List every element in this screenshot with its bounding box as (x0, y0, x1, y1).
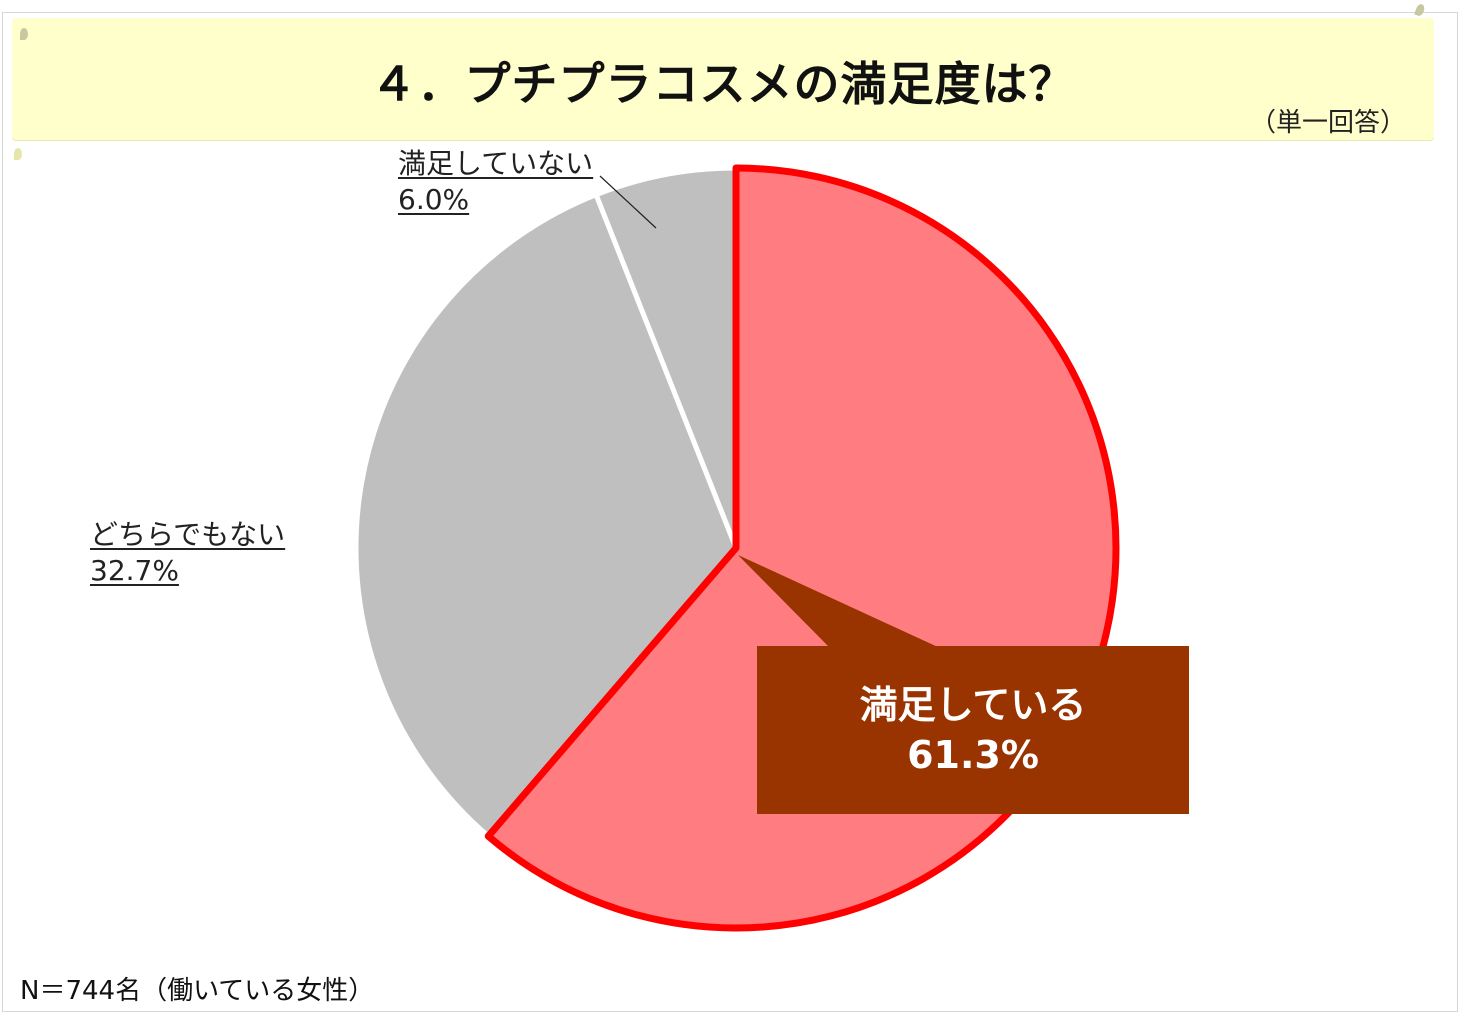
data-label-not-satisfied: 満足していない 6.0% (398, 146, 593, 218)
slice-label-text: どちらでもない (90, 518, 286, 551)
chart-title: ４．プチプラコスメの満足度は？ (370, 57, 1076, 111)
leader-line-not-satisfied (599, 175, 657, 229)
callout-satisfied: 満足している 61.3% (757, 646, 1189, 814)
page-curl-decoration (20, 28, 28, 40)
sample-size-note: N＝744名（働いている女性） (20, 976, 375, 1006)
page-curl-decoration (14, 148, 22, 160)
slice-label-text: 満足していない (398, 147, 594, 180)
title-banner (12, 18, 1434, 140)
data-label-neither: どちらでもない 32.7% (90, 517, 285, 589)
slice-value-text: 32.7% (90, 554, 179, 587)
slice-label-text: 満足している (859, 683, 1087, 727)
slice-value-text: 6.0% (398, 183, 470, 216)
chart-subtitle: （単一回答） (1249, 108, 1406, 138)
pie-slice-neither (353, 191, 739, 840)
callout-pointer (738, 555, 940, 648)
slice-value-text: 61.3% (907, 733, 1039, 777)
